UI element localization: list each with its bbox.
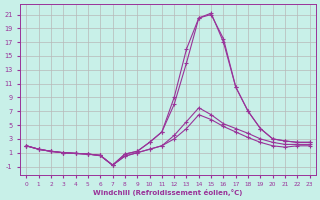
X-axis label: Windchill (Refroidissement éolien,°C): Windchill (Refroidissement éolien,°C) xyxy=(93,189,243,196)
